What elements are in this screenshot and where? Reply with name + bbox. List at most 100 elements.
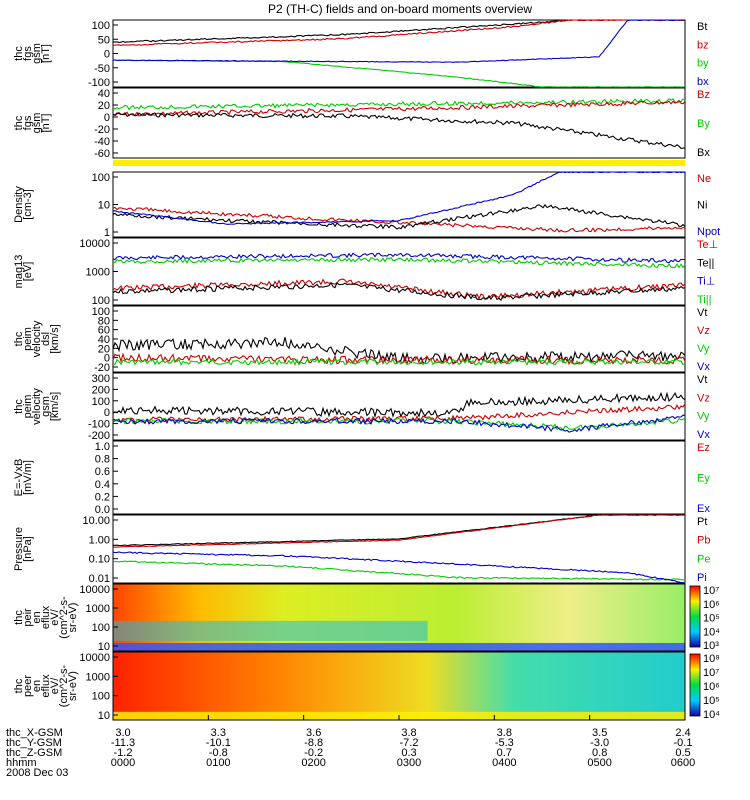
curve-Ti-perp: [112, 252, 685, 264]
y-tick-label: 100: [92, 622, 110, 634]
curve-Vz-gsm: [112, 403, 686, 424]
y-axis-label: dsl: [40, 332, 52, 346]
y-axis-label: sr-eV): [67, 671, 79, 701]
colorbar-tick-label: 10⁴: [703, 626, 720, 638]
y-axis-label: peim: [22, 395, 34, 419]
spectrogram-mid-band: [113, 620, 428, 641]
y-tick-label: -40: [94, 136, 110, 148]
y-axis-label: eflux: [40, 674, 52, 698]
legend-entry: Ti||: [697, 294, 711, 306]
y-axis-label: E=-VxB: [13, 459, 25, 497]
x-annotation-value: 0500: [587, 757, 611, 769]
y-tick-label: 1.0: [95, 441, 110, 453]
curve-Vt-gsm: [112, 391, 686, 419]
legend-entry: Ni: [697, 200, 707, 212]
y-axis-label: eflux: [40, 605, 52, 629]
x-annotation-value: 0400: [492, 757, 516, 769]
y-tick-label: 10: [98, 641, 110, 653]
x-annotation-value: 0.3: [401, 747, 416, 759]
legend-entry: Vy: [697, 411, 710, 423]
y-axis-label: velocity: [31, 320, 43, 357]
legend-entry: Vz: [697, 325, 710, 337]
panel-frame: [112, 87, 686, 159]
legend-entry: Vt: [697, 307, 707, 319]
curve-Pi: [112, 551, 686, 584]
legend-entry: Te||: [697, 257, 714, 269]
colorbar-tick-label: 10⁷: [703, 667, 719, 679]
x-annotation-value: 0000: [111, 757, 135, 769]
y-tick-label: 1.00: [89, 534, 110, 546]
curve-By: [112, 98, 686, 111]
colorbar-tick-label: 10⁵: [703, 695, 720, 707]
x-annotation-label: thc_Y-GSM: [6, 737, 62, 749]
y-axis-label: [nT]: [40, 44, 52, 63]
legend-entry: Vy: [697, 343, 710, 355]
y-axis-label: [nPa]: [22, 536, 34, 562]
y-axis-label: (cm^2-s-: [58, 596, 70, 639]
y-axis-label: thc: [13, 399, 25, 414]
y-tick-label: 1: [104, 227, 110, 239]
y-tick-label: -100: [88, 77, 110, 89]
colorbar-tick-label: 10⁶: [703, 681, 720, 693]
x-annotation-value: 0600: [671, 757, 695, 769]
y-axis-label: [mV/m]: [22, 460, 34, 495]
y-tick-label: 20: [98, 100, 110, 112]
y-tick-label: 10: [98, 200, 110, 212]
x-annotation-value: 0200: [301, 757, 325, 769]
y-tick-label: -60: [94, 148, 110, 160]
x-annotation-label: thc_Z-GSM: [6, 747, 62, 759]
panel-frame: [112, 583, 686, 652]
curve-bx: [112, 19, 685, 63]
y-axis-label: mag13: [13, 255, 25, 289]
colorbar-tick-label: 10⁷: [703, 585, 719, 597]
y-tick-label: 100: [92, 295, 110, 307]
x-annotation-value: 3.8: [401, 727, 416, 739]
y-axis-label: gsm: [40, 396, 52, 417]
colorbar-tick-label: 10⁶: [703, 599, 720, 611]
curve-Pe: [112, 560, 685, 581]
y-axis-label: peim: [22, 327, 34, 351]
separator-band: [113, 160, 685, 166]
legend-entry: Vx: [697, 361, 710, 373]
y-tick-label: 50: [98, 34, 110, 46]
curve-bz: [113, 19, 686, 47]
x-annotation-value: -0.1: [674, 737, 693, 749]
legend-entry: Bz: [697, 89, 710, 101]
y-tick-label: 300: [92, 373, 110, 385]
legend-entry: Npot: [697, 226, 720, 238]
legend-entry: bz: [697, 39, 709, 51]
x-annotation-label: thc_X-GSM: [6, 727, 63, 739]
y-tick-label: 0.2: [95, 491, 110, 503]
y-axis-label: peir: [22, 608, 34, 627]
y-tick-label: 0: [104, 353, 110, 365]
y-axis-label: en: [31, 611, 43, 623]
x-annotation-value: 0100: [206, 757, 230, 769]
x-annotation-value: -0.2: [304, 747, 323, 759]
legend-entry: Bt: [697, 21, 707, 33]
y-tick-label: 0.10: [89, 554, 110, 566]
y-tick-label: 10: [98, 710, 110, 722]
x-annotation-value: -0.8: [209, 747, 228, 759]
y-axis-label: Pressure: [13, 527, 25, 571]
x-annotation-value: -5.3: [495, 737, 514, 749]
colorbar-tick-label: 10³: [703, 640, 719, 652]
y-axis-label: peer: [22, 675, 34, 697]
y-axis-label: velocity: [31, 388, 43, 425]
y-tick-label: 0: [104, 49, 110, 61]
y-tick-label: 0: [104, 407, 110, 419]
x-annotation-value: -7.2: [400, 737, 419, 749]
colorbar: [689, 585, 701, 648]
curve-Ti-par: [112, 257, 686, 269]
curve-Npot: [112, 171, 686, 225]
legend-entry: Ey: [697, 473, 710, 485]
y-tick-label: 1000: [86, 671, 110, 683]
y-tick-label: 0: [104, 112, 110, 124]
legend-entry: bx: [697, 76, 709, 88]
legend-entry: Vx: [697, 429, 710, 441]
spectrogram-image: [113, 584, 685, 651]
legend-entry: Pi: [697, 572, 707, 584]
